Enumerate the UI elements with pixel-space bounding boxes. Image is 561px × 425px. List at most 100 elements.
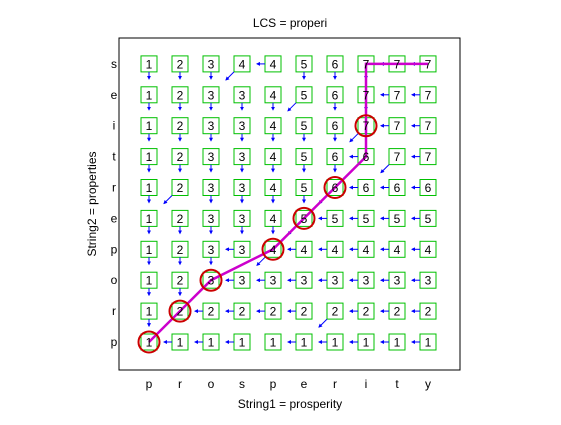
lcs-cell-value: 6: [363, 181, 370, 195]
lcs-cell-value: 4: [394, 243, 401, 257]
lcs-cell-value: 6: [332, 57, 339, 71]
y-tick-label: t: [112, 150, 116, 164]
circle-layer: [137, 114, 378, 354]
lcs-cell-value: 1: [146, 243, 153, 257]
lcs-arrow-diag: [287, 102, 297, 112]
lcs-cell-value: 7: [363, 119, 370, 133]
lcs-cell-value: 2: [363, 305, 370, 319]
lcs-cell-box: [171, 179, 189, 196]
lcs-cell-value: 3: [425, 274, 432, 288]
lcs-match-circle: [168, 299, 192, 323]
lcs-cell-value: 1: [146, 88, 153, 102]
lcs-match-circle: [137, 330, 161, 354]
lcs-cell-box: [264, 333, 282, 351]
lcs-arrow-diag: [256, 256, 266, 267]
lcs-cell-value: 7: [425, 119, 432, 133]
lcs-cell-value: 2: [425, 305, 432, 319]
lcs-cell-value: 2: [177, 57, 184, 71]
lcs-cell-value: 5: [301, 57, 308, 71]
lcs-cell-value: 3: [208, 119, 215, 133]
lcs-cell-value: 1: [146, 57, 153, 71]
lcs-cell-value: 2: [270, 305, 277, 319]
lcs-cell-value: 3: [239, 181, 246, 195]
lcs-cell-value: 2: [177, 181, 184, 195]
x-axis-label: String1 = prosperity: [238, 397, 342, 411]
y-tick-label: r: [112, 304, 116, 318]
lcs-match-circle: [292, 206, 316, 230]
lcs-cell-value: 3: [208, 212, 215, 226]
lcs-cell-value: 4: [332, 243, 339, 257]
lcs-cell-value: 1: [146, 150, 153, 164]
x-tick-label: r: [178, 377, 182, 391]
x-tick-label: e: [301, 377, 308, 391]
plot-frame: [118, 37, 461, 371]
lcs-cell-value: 3: [239, 274, 246, 288]
y-tick-label: r: [112, 181, 116, 195]
lcs-match-circle: [354, 114, 378, 138]
lcs-cell-value: 6: [363, 150, 370, 164]
lcs-cell-value: 3: [394, 274, 401, 288]
lcs-cell-value: 2: [208, 305, 215, 319]
lcs-traceback-path: [148, 62, 428, 343]
lcs-cell-value: 4: [270, 212, 277, 226]
y-tick-label: i: [113, 119, 116, 133]
lcs-cell-value: 2: [394, 305, 401, 319]
lcs-cell-value: 3: [239, 243, 246, 257]
x-tick-label: i: [365, 377, 368, 391]
y-tick-label: e: [111, 211, 118, 225]
lcs-cell-value: 1: [146, 119, 153, 133]
lcs-cell-value: 2: [177, 305, 184, 319]
lcs-cell-value: 1: [301, 336, 308, 350]
lcs-cell-value: 3: [208, 88, 215, 102]
x-tick-label: o: [208, 377, 215, 391]
lcs-cell-box: [295, 209, 313, 227]
lcs-cell-value: 3: [208, 57, 215, 71]
path-layer: [148, 62, 428, 343]
cell-values-layer: 1 1 1 1 1 1 1 1 1 1 1 2 2 2 2 2 2 2 2 2 1 2 3 3 3 3 3 3 3 3 1 2 3 3 4 4 4 4 4 4…: [146, 57, 432, 349]
lcs-cell-value: 5: [301, 88, 308, 102]
lcs-cell-box: [388, 148, 406, 166]
lcs-match-circle: [199, 268, 223, 292]
lcs-cell-value: 2: [177, 243, 184, 257]
lcs-cell-value: 1: [425, 336, 432, 350]
lcs-cell-value: 3: [239, 119, 246, 133]
lcs-cell-value: 6: [332, 88, 339, 102]
x-tick-label: p: [146, 377, 153, 391]
lcs-cell-value: 1: [363, 336, 370, 350]
lcs-cell-box: [326, 302, 344, 320]
lcs-arrow-diag: [349, 133, 359, 143]
lcs-cell-value: 3: [270, 274, 277, 288]
lcs-cell-box: [202, 271, 220, 289]
lcs-cell-box: [264, 240, 282, 258]
lcs-cell-value: 1: [332, 336, 339, 350]
lcs-cell-value: 2: [177, 119, 184, 133]
lcs-cell-value: 3: [208, 243, 215, 257]
lcs-cell-value: 4: [425, 243, 432, 257]
lcs-cell-value: 7: [394, 88, 401, 102]
y-tick-label: s: [111, 57, 117, 71]
lcs-cell-value: 4: [270, 57, 277, 71]
lcs-cell-value: 5: [363, 212, 370, 226]
lcs-cell-value: 3: [301, 274, 308, 288]
lcs-cell-value: 3: [208, 274, 215, 288]
x-tick-label: y: [425, 377, 431, 391]
lcs-cell-value: 1: [146, 305, 153, 319]
y-axis-label: String2 = properties: [85, 151, 99, 256]
lcs-match-circle: [261, 237, 285, 261]
lcs-cell-box: [171, 302, 189, 320]
lcs-cell-value: 5: [301, 181, 308, 195]
lcs-cell-value: 1: [146, 181, 153, 195]
lcs-cell-value: 1: [146, 274, 153, 288]
x-tick-label: r: [333, 377, 337, 391]
lcs-cell-value: 4: [270, 150, 277, 164]
lcs-cell-value: 6: [425, 181, 432, 195]
lcs-cell-value: 4: [270, 88, 277, 102]
lcs-cell-box: [233, 55, 251, 73]
lcs-cell-box: [140, 333, 158, 351]
lcs-cell-value: 4: [270, 119, 277, 133]
lcs-arrow-diag: [380, 164, 390, 174]
lcs-cell-value: 5: [301, 119, 308, 133]
lcs-cell-value: 6: [332, 119, 339, 133]
lcs-cell-value: 3: [363, 274, 370, 288]
